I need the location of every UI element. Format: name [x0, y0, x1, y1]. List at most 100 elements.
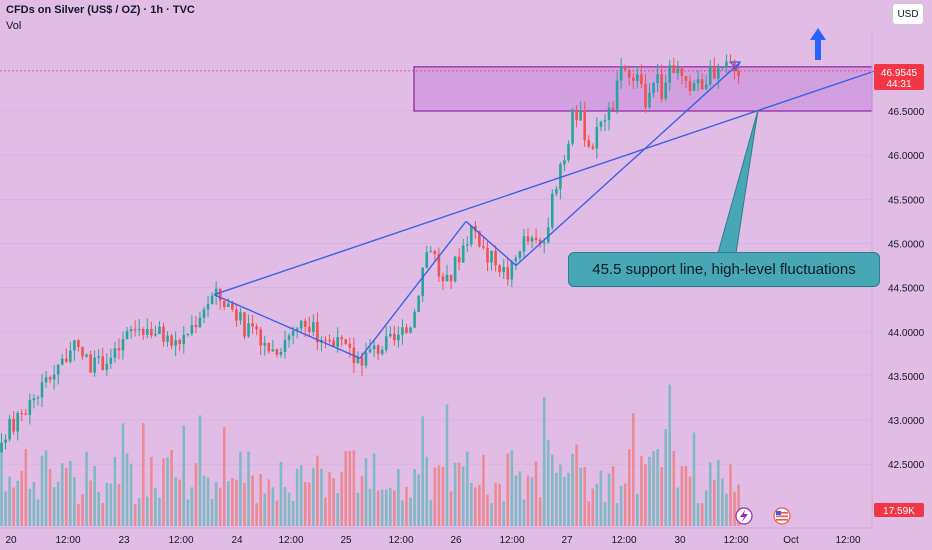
candle-body — [700, 79, 704, 90]
candle-body — [166, 335, 169, 342]
volume-label: Vol — [6, 20, 22, 32]
candle-body — [725, 61, 728, 68]
candle-body — [368, 349, 372, 353]
volume-bar — [166, 457, 169, 526]
time-axis[interactable]: 20 12:00 23 12:00 24 12:00 25 12:00 26 12:00 27 12:… — [5, 535, 861, 546]
candle-body — [672, 65, 676, 74]
candle-body — [8, 419, 11, 440]
candle-body — [470, 225, 473, 245]
candle-body — [676, 68, 680, 74]
candle-body — [591, 146, 595, 149]
volume-bar — [312, 468, 315, 526]
candle-body — [344, 339, 348, 344]
volume-bar — [494, 483, 497, 526]
volume-bar — [546, 440, 550, 526]
candle-body — [137, 328, 141, 330]
volume-bar — [271, 487, 275, 526]
volume-bar — [700, 503, 704, 526]
volume-bar — [65, 467, 68, 526]
volume-bar — [526, 475, 530, 526]
volume-bar — [206, 477, 210, 526]
price-badge-value: 46.9545 — [881, 68, 918, 79]
volume-bar — [48, 469, 52, 526]
candle-body — [28, 400, 32, 415]
volume-bar — [656, 449, 659, 526]
candle-body — [73, 340, 76, 351]
candle-body — [178, 340, 181, 344]
candle-body — [316, 322, 319, 343]
volume-bar — [506, 453, 510, 526]
candle-body — [680, 68, 684, 77]
candle-body — [231, 303, 234, 310]
candle-body — [303, 320, 307, 327]
candle-body — [737, 71, 740, 77]
volume-bar — [530, 477, 534, 526]
volume-bar — [579, 467, 582, 526]
candle-body — [271, 349, 275, 352]
candle-body — [575, 109, 578, 121]
candle-body — [405, 327, 408, 333]
volume-badge: 17.59K — [874, 503, 924, 517]
volume-bar — [368, 488, 372, 526]
us-flag-icon[interactable] — [773, 507, 791, 525]
candle-body — [360, 357, 364, 366]
volume-bar — [461, 466, 465, 526]
volume-bar — [40, 455, 44, 526]
lightning-icon[interactable] — [735, 507, 753, 525]
volume-bar — [486, 494, 489, 526]
volume-bar — [514, 475, 518, 526]
trendline[interactable] — [515, 61, 741, 267]
trendline[interactable] — [465, 220, 517, 267]
candle-body — [81, 346, 84, 357]
volume-bar — [417, 474, 420, 526]
volume-bar — [336, 493, 339, 526]
volume-bar — [81, 494, 84, 526]
volume-bar — [235, 479, 238, 526]
volume-bar — [60, 463, 64, 526]
volume-bar — [251, 475, 254, 526]
price-tick-label: 46.5000 — [888, 107, 925, 118]
candle-body — [146, 328, 149, 335]
volume-bar — [737, 484, 740, 526]
volume-bar — [291, 500, 295, 526]
volume-bar — [12, 487, 15, 526]
price-badge: 46.9545 44:31 — [874, 64, 924, 90]
volume-bar — [627, 449, 631, 526]
volume-bar — [437, 465, 441, 526]
volume-bar — [575, 444, 578, 526]
candle-body — [133, 329, 137, 331]
volume-badge-value: 17.59K — [883, 506, 915, 517]
candle-body — [0, 442, 3, 453]
time-tick-label: 25 — [340, 535, 352, 546]
volume-bar — [636, 494, 639, 526]
candle-body — [206, 304, 210, 310]
volume-bar — [352, 450, 356, 526]
volume-bar — [413, 468, 416, 526]
volume-bar — [218, 487, 222, 526]
candle-body — [498, 265, 501, 273]
candle-body — [324, 339, 327, 341]
annotation-callout[interactable]: 45.5 support line, high-level fluctuatio… — [568, 252, 880, 287]
volume-bar — [89, 480, 92, 526]
volume-bar — [397, 468, 400, 526]
candle-body — [660, 74, 663, 99]
trendline[interactable] — [213, 294, 361, 359]
currency-button[interactable]: USD — [892, 3, 924, 25]
price-axis[interactable]: 46.5000 46.0000 45.5000 45.0000 44.5000 44.00… — [888, 107, 925, 471]
trendline-arrowhead — [729, 61, 741, 72]
volume-bar — [376, 490, 380, 526]
volume-bar — [267, 479, 271, 526]
volume-bar — [255, 503, 258, 526]
candle-body — [397, 334, 400, 341]
price-badge-countdown: 44:31 — [886, 79, 911, 90]
candle-body — [356, 357, 360, 364]
resistance-zone[interactable] — [413, 66, 873, 112]
trendlines[interactable] — [213, 61, 875, 359]
volume-bar — [129, 463, 133, 526]
trendline[interactable] — [213, 70, 875, 296]
volume-bar — [713, 480, 716, 526]
volume-bar — [356, 492, 360, 526]
trendline[interactable] — [359, 220, 467, 359]
volume-bar — [502, 501, 505, 526]
